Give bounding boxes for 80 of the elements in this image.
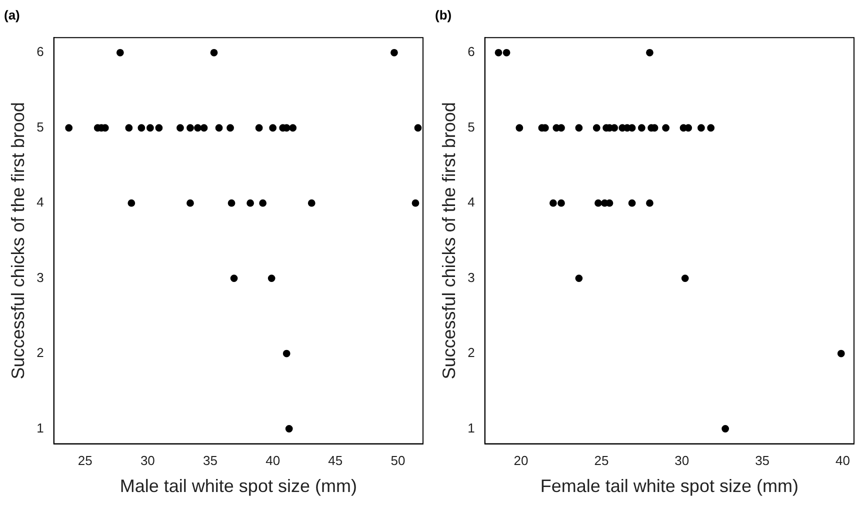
point <box>681 274 689 282</box>
point <box>628 199 636 207</box>
point <box>308 199 316 207</box>
point <box>269 124 277 132</box>
point <box>722 425 730 432</box>
point <box>210 48 218 56</box>
point <box>285 425 293 432</box>
x-tick-label: 25 <box>594 453 609 468</box>
point <box>259 199 267 207</box>
point <box>558 124 565 132</box>
x-tick-label: 35 <box>755 453 770 468</box>
y-tick-label: 4 <box>468 194 475 210</box>
x-tick-label: 30 <box>140 453 155 468</box>
x-tick-label: 50 <box>390 453 406 468</box>
point <box>138 124 146 132</box>
point <box>837 350 845 358</box>
point <box>116 48 124 56</box>
point <box>575 274 583 282</box>
point <box>592 124 600 132</box>
point <box>230 274 238 282</box>
point <box>594 199 602 207</box>
y-tick-label: 3 <box>36 270 44 285</box>
x-tick-label: 45 <box>328 453 343 468</box>
point <box>390 48 398 56</box>
point <box>638 124 646 132</box>
x-axis-title: Male tail white spot size (mm) <box>120 476 357 496</box>
y-tick-label: 1 <box>468 420 475 436</box>
y-tick-label: 3 <box>468 270 475 285</box>
point <box>65 124 73 132</box>
point <box>662 124 670 132</box>
y-tick-label: 2 <box>36 345 44 360</box>
x-tick-label: 40 <box>266 453 280 468</box>
point <box>215 124 223 132</box>
x-tick-label: 35 <box>203 453 218 468</box>
point <box>176 124 184 132</box>
point <box>610 124 618 132</box>
point <box>414 124 422 132</box>
point <box>646 48 654 56</box>
point <box>516 124 524 132</box>
x-tick-label: 30 <box>674 453 690 468</box>
point <box>246 199 254 207</box>
point <box>646 199 654 207</box>
x-tick-label: 20 <box>514 453 528 468</box>
chart-title: (a) <box>4 7 20 22</box>
point <box>282 350 290 358</box>
chart-title: (b) <box>435 7 452 22</box>
point <box>697 124 705 132</box>
y-axis-title: Successful chicks of the first brood <box>438 102 459 380</box>
point <box>268 274 276 282</box>
point <box>255 124 263 132</box>
point <box>226 124 234 132</box>
x-tick-label: 25 <box>78 453 92 468</box>
y-tick-label: 4 <box>36 194 44 210</box>
y-tick-label: 5 <box>468 119 475 134</box>
x-tick-label: 40 <box>836 453 850 468</box>
point <box>289 124 297 132</box>
point <box>125 124 133 132</box>
point <box>186 199 194 207</box>
point <box>684 124 692 132</box>
point <box>186 124 194 132</box>
point <box>575 124 583 132</box>
point <box>200 124 208 132</box>
x-axis-title: Female tail white spot size (mm) <box>540 476 798 496</box>
y-tick-label: 6 <box>36 44 44 60</box>
point <box>155 124 163 132</box>
point <box>228 199 236 207</box>
y-tick-label: 6 <box>468 44 475 60</box>
point <box>707 124 715 132</box>
y-tick-label: 1 <box>36 420 44 436</box>
point <box>128 199 136 207</box>
point <box>494 48 502 56</box>
point <box>502 48 510 56</box>
y-tick-label: 2 <box>468 345 475 360</box>
point <box>558 199 565 207</box>
point <box>146 124 154 132</box>
y-tick-label: 5 <box>36 119 44 134</box>
point <box>549 199 557 207</box>
point <box>412 199 420 207</box>
y-axis-title: Successful chicks of the first brood <box>8 102 28 380</box>
point <box>194 124 202 132</box>
